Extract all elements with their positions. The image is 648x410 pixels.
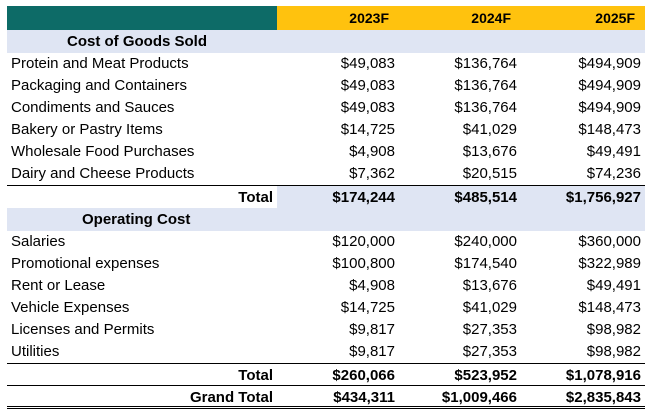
value-2024: $13,676 bbox=[462, 143, 517, 160]
value-2023: $100,800 bbox=[332, 255, 395, 272]
row-label: Rent or Lease bbox=[11, 277, 106, 294]
row-label: Salaries bbox=[11, 233, 66, 250]
grand-total-label: Grand Total bbox=[189, 389, 273, 406]
value-2023: $49,083 bbox=[340, 99, 395, 116]
header-blank-cell bbox=[7, 6, 277, 30]
opex-total-row: Total $260,066 $523,952 $1,078,916 bbox=[7, 363, 645, 386]
value-2025: $98,982 bbox=[586, 321, 641, 338]
value-2025: $49,491 bbox=[586, 143, 641, 160]
table-row: Vehicle Expenses $14,725 $41,029 $148,47… bbox=[7, 297, 645, 319]
cogs-total-row: Total $174,244 $485,514 $1,756,927 bbox=[7, 185, 645, 208]
row-label: Licenses and Permits bbox=[11, 321, 155, 338]
row-label: Protein and Meat Products bbox=[11, 55, 189, 72]
value-2025: $494,909 bbox=[578, 77, 641, 94]
table-row: Dairy and Cheese Products $7,362 $20,515… bbox=[7, 163, 645, 185]
value-2025: $148,473 bbox=[578, 299, 641, 316]
value-2025: $98,982 bbox=[586, 343, 641, 360]
section-header-operating-cost: Operating Cost bbox=[7, 208, 645, 231]
value-2023: $7,362 bbox=[349, 165, 395, 182]
grand-total-2023: $434,311 bbox=[333, 389, 395, 406]
total-2023: $260,066 bbox=[332, 367, 395, 384]
value-2025: $494,909 bbox=[578, 99, 641, 116]
value-2023: $4,908 bbox=[349, 277, 395, 294]
value-2023: $49,083 bbox=[340, 55, 395, 72]
total-2024: $523,952 bbox=[454, 367, 517, 384]
row-label: Dairy and Cheese Products bbox=[11, 165, 195, 182]
value-2024: $240,000 bbox=[454, 233, 517, 250]
section-header-cogs: Cost of Goods Sold bbox=[7, 30, 645, 53]
value-2024: $27,353 bbox=[462, 321, 517, 338]
row-label: Condiments and Sauces bbox=[11, 99, 175, 116]
value-2025: $322,989 bbox=[578, 255, 641, 272]
total-label: Total bbox=[238, 367, 273, 384]
value-2024: $27,353 bbox=[462, 343, 517, 360]
table-row: Utilities $9,817 $27,353 $98,982 bbox=[7, 341, 645, 363]
value-2024: $136,764 bbox=[454, 55, 517, 72]
value-2024: $13,676 bbox=[462, 277, 517, 294]
row-label: Promotional expenses bbox=[11, 255, 160, 272]
row-label: Wholesale Food Purchases bbox=[11, 143, 195, 160]
table-row: Licenses and Permits $9,817 $27,353 $98,… bbox=[7, 319, 645, 341]
table-row: Condiments and Sauces $49,083 $136,764 $… bbox=[7, 97, 645, 119]
total-2025: $1,078,916 bbox=[565, 367, 641, 384]
row-label: Vehicle Expenses bbox=[11, 299, 130, 316]
header-year-2025: 2025F bbox=[521, 6, 645, 30]
grand-total-row: Grand Total $434,311 $1,009,466 $2,835,8… bbox=[7, 386, 645, 409]
table-row: Promotional expenses $100,800 $174,540 $… bbox=[7, 253, 645, 275]
value-2023: $9,817 bbox=[349, 321, 395, 338]
row-label: Packaging and Containers bbox=[11, 77, 187, 94]
row-label: Bakery or Pastry Items bbox=[11, 121, 163, 138]
value-2023: $14,725 bbox=[340, 299, 395, 316]
value-2023: $14,725 bbox=[340, 121, 395, 138]
value-2023: $120,000 bbox=[332, 233, 395, 250]
value-2025: $148,473 bbox=[578, 121, 641, 138]
total-2025: $1,756,927 bbox=[521, 186, 645, 208]
table-row: Packaging and Containers $49,083 $136,76… bbox=[7, 75, 645, 97]
value-2023: $49,083 bbox=[340, 77, 395, 94]
value-2024: $136,764 bbox=[454, 99, 517, 116]
grand-total-2025: $2,835,843 bbox=[565, 389, 641, 406]
value-2025: $74,236 bbox=[586, 165, 641, 182]
value-2024: $136,764 bbox=[454, 77, 517, 94]
value-2024: $20,515 bbox=[462, 165, 517, 182]
table-row: Rent or Lease $4,908 $13,676 $49,491 bbox=[7, 275, 645, 297]
value-2024: $41,029 bbox=[462, 299, 517, 316]
table-row: Wholesale Food Purchases $4,908 $13,676 … bbox=[7, 141, 645, 163]
value-2024: $41,029 bbox=[462, 121, 517, 138]
header-year-2023: 2023F bbox=[277, 6, 399, 30]
value-2023: $9,817 bbox=[349, 343, 395, 360]
total-2023: $174,244 bbox=[277, 186, 399, 208]
header-year-2024: 2024F bbox=[399, 6, 521, 30]
grand-total-2024: $1,009,466 bbox=[441, 389, 517, 406]
value-2023: $4,908 bbox=[349, 143, 395, 160]
header-row: 2023F 2024F 2025F bbox=[7, 6, 645, 30]
total-label: Total bbox=[238, 189, 273, 206]
value-2025: $49,491 bbox=[586, 277, 641, 294]
value-2025: $494,909 bbox=[578, 55, 641, 72]
total-2024: $485,514 bbox=[399, 186, 521, 208]
section-title: Operating Cost bbox=[82, 211, 191, 228]
value-2024: $174,540 bbox=[454, 255, 517, 272]
table-row: Salaries $120,000 $240,000 $360,000 bbox=[7, 231, 645, 253]
row-label: Utilities bbox=[11, 343, 60, 360]
table-row: Bakery or Pastry Items $14,725 $41,029 $… bbox=[7, 119, 645, 141]
cost-table: 2023F 2024F 2025F Cost of Goods Sold Pro… bbox=[7, 6, 645, 409]
section-title: Cost of Goods Sold bbox=[67, 33, 207, 50]
table-row: Protein and Meat Products $49,083 $136,7… bbox=[7, 53, 645, 75]
value-2025: $360,000 bbox=[578, 233, 641, 250]
